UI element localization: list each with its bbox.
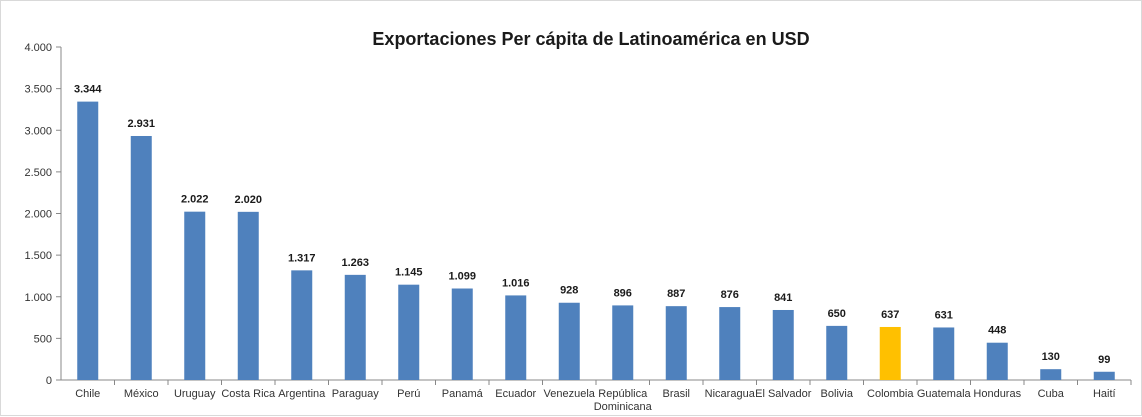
y-tick-label: 0 xyxy=(46,375,52,387)
data-label: 887 xyxy=(667,288,685,300)
category-label: México xyxy=(124,388,159,400)
data-label: 1.263 xyxy=(341,257,369,269)
y-tick-label: 4.000 xyxy=(24,42,52,54)
y-tick-label: 2.000 xyxy=(24,209,52,221)
bar xyxy=(772,309,794,380)
category-label: Perú xyxy=(397,388,420,400)
data-label: 637 xyxy=(881,309,899,321)
bar xyxy=(344,274,366,380)
category-label: Costa Rica xyxy=(221,388,276,400)
data-label: 3.344 xyxy=(74,84,102,96)
data-label: 1.317 xyxy=(288,252,316,264)
category-label: Uruguay xyxy=(174,388,216,400)
bar xyxy=(184,211,206,380)
data-label: 130 xyxy=(1042,351,1060,363)
bar xyxy=(1040,369,1062,380)
data-label: 1.016 xyxy=(502,277,530,289)
bar xyxy=(612,305,634,380)
data-label: 896 xyxy=(614,287,632,299)
category-label: Paraguay xyxy=(332,388,380,400)
data-label: 928 xyxy=(560,285,578,297)
bar xyxy=(719,307,741,380)
bar xyxy=(237,211,259,380)
chart-title: Exportaciones Per cápita de Latinoaméric… xyxy=(372,29,810,49)
y-tick-label: 500 xyxy=(34,333,52,345)
category-label: Honduras xyxy=(973,388,1021,400)
bar xyxy=(398,284,420,380)
category-label: Bolivia xyxy=(821,388,854,400)
data-label: 448 xyxy=(988,325,1006,337)
data-label: 876 xyxy=(721,289,739,301)
data-label: 2.931 xyxy=(127,118,155,130)
category-label: Panamá xyxy=(442,388,484,400)
category-label: Colombia xyxy=(867,388,914,400)
bar xyxy=(665,306,687,380)
bar xyxy=(826,325,848,380)
category-label: Ecuador xyxy=(495,388,536,400)
data-label: 2.022 xyxy=(181,194,209,206)
category-label: Argentina xyxy=(278,388,326,400)
bar xyxy=(77,101,99,380)
bar xyxy=(291,270,313,380)
data-label: 631 xyxy=(935,309,953,321)
category-label: El Salvador xyxy=(755,388,812,400)
bar xyxy=(451,288,473,380)
bar xyxy=(986,342,1008,380)
bar xyxy=(505,295,527,380)
y-tick-label: 2.500 xyxy=(24,167,52,179)
data-label: 1.099 xyxy=(448,271,476,283)
bar xyxy=(130,135,152,380)
category-label: Cuba xyxy=(1038,388,1065,400)
data-label: 99 xyxy=(1098,354,1110,366)
data-label: 650 xyxy=(828,308,846,320)
category-label: Brasil xyxy=(662,388,690,400)
bar xyxy=(1093,371,1115,380)
bar xyxy=(879,326,901,380)
y-tick-label: 1.000 xyxy=(24,292,52,304)
bar xyxy=(933,327,955,380)
category-label: Guatemala xyxy=(917,388,972,400)
data-label: 1.145 xyxy=(395,267,423,279)
data-label: 841 xyxy=(774,292,792,304)
category-label: Venezuela xyxy=(544,388,596,400)
category-label: República Dominicana xyxy=(594,388,653,413)
y-tick-label: 3.000 xyxy=(24,125,52,137)
data-label: 2.020 xyxy=(234,194,262,206)
category-label: Chile xyxy=(75,388,100,400)
category-label: Nicaragua xyxy=(705,388,756,400)
y-tick-label: 3.500 xyxy=(24,84,52,96)
y-tick-label: 1.500 xyxy=(24,250,52,262)
category-label: Haití xyxy=(1093,388,1116,400)
bar xyxy=(558,302,580,380)
